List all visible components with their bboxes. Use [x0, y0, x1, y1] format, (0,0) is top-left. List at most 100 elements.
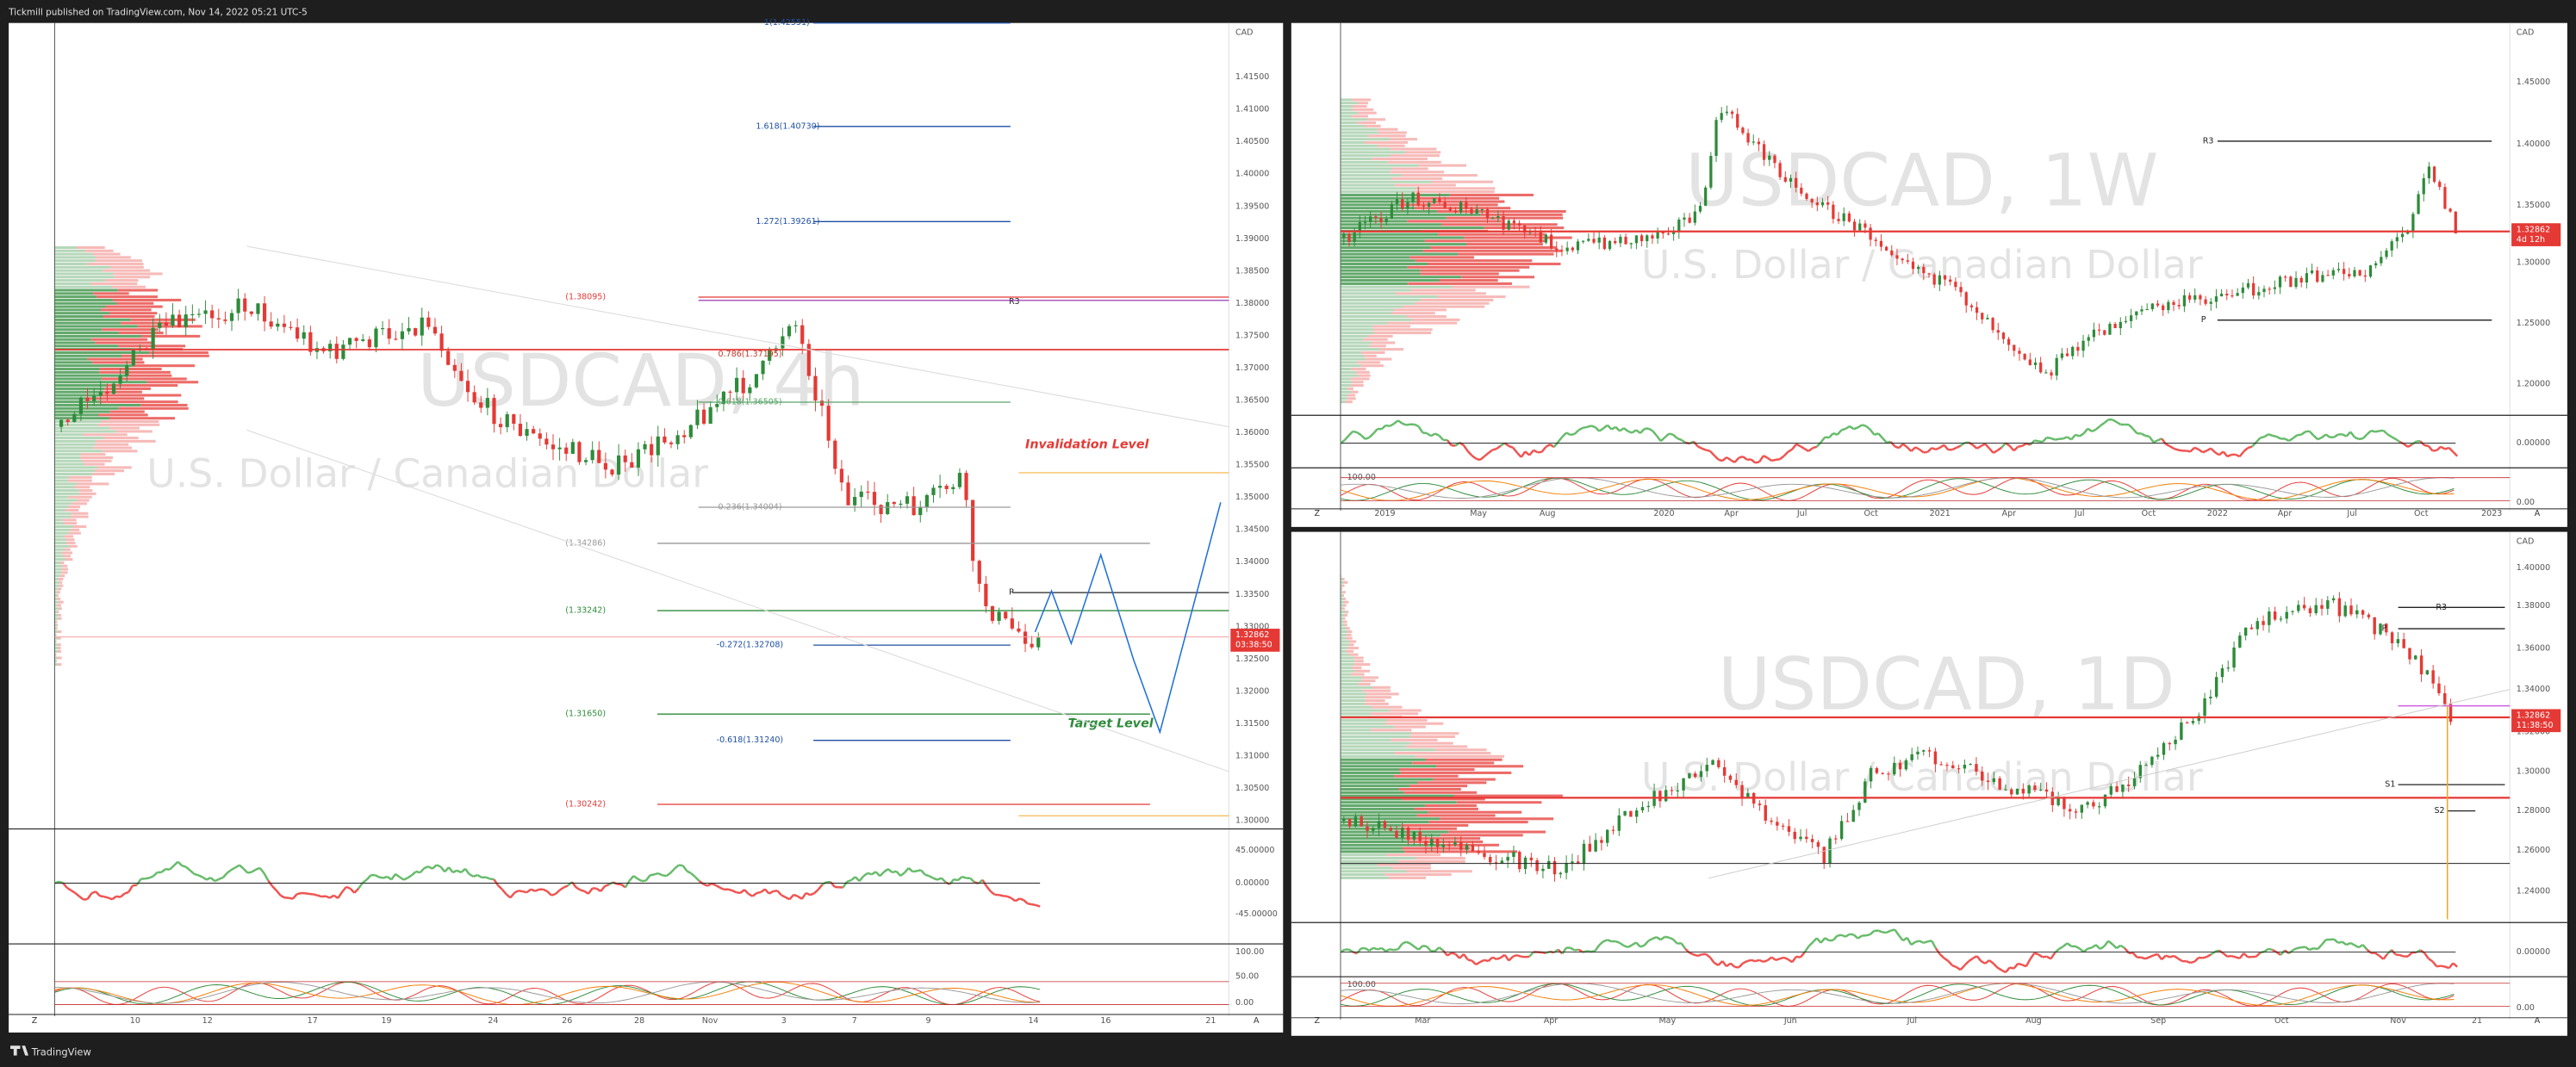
volume-profile-bar: [84, 249, 114, 252]
oscillator: [1422, 431, 1428, 435]
oscillator: [1602, 939, 1608, 943]
volume-profile-bar: [1409, 785, 1468, 788]
volume-profile-bar: [1340, 259, 1416, 263]
candle: [1465, 202, 1468, 209]
oscillator: [251, 868, 257, 873]
volume-profile-bar: [87, 262, 144, 266]
oscillator: [1619, 427, 1625, 432]
candle: [1954, 282, 1957, 288]
volume-profile-bar: [130, 318, 196, 321]
candle: [2314, 605, 2318, 614]
volume-profile-bar: [61, 551, 73, 555]
volume-profile-bar: [1392, 167, 1428, 171]
candle: [111, 383, 116, 394]
volume-profile-bar: [1340, 154, 1391, 158]
oscillator: [1011, 896, 1017, 903]
candle: [1507, 220, 1510, 230]
price-axis-label: 1.35500: [1235, 461, 1269, 470]
volume-profile-bar: [54, 479, 68, 482]
scale-button[interactable]: A: [2535, 509, 2541, 518]
oscillator: [2116, 421, 2122, 426]
candle: [505, 414, 509, 428]
candle: [1438, 198, 1441, 202]
candle: [158, 322, 162, 328]
oscillator: [115, 895, 121, 898]
oscillator: [177, 860, 184, 867]
candle: [1430, 839, 1434, 847]
volume-profile-bar: [146, 381, 199, 384]
candle: [1842, 213, 1845, 221]
oscillator: [1726, 456, 1732, 462]
volume-profile-bar: [54, 594, 58, 598]
volume-profile-bar: [54, 374, 128, 377]
oscillator: [62, 882, 68, 889]
scale-button[interactable]: A: [1254, 1016, 1260, 1026]
volume-profile-bar: [1356, 361, 1380, 364]
oscillator: [1426, 431, 1432, 437]
candle: [2087, 337, 2090, 341]
candle: [2257, 292, 2261, 296]
volume-profile-bar: [1340, 256, 1410, 259]
oscillator: [788, 894, 795, 901]
volume-profile-bar: [54, 397, 90, 400]
oscillator: [2041, 437, 2048, 443]
candle: [1424, 841, 1428, 847]
candle: [1945, 765, 1949, 766]
oscillator: [1865, 425, 1871, 431]
oscillator: [2115, 944, 2122, 950]
volume-profile-bar: [54, 361, 93, 364]
volume-profile-bar: [1387, 160, 1441, 164]
price-axis-label: 1.37500: [1235, 331, 1269, 340]
volume-profile-bar: [1420, 272, 1499, 276]
scale-button[interactable]: Z: [1314, 1016, 1320, 1026]
oscillator: [2005, 966, 2011, 973]
oscillator: [1976, 444, 1982, 450]
volume-profile-bar: [1393, 308, 1447, 312]
candle: [1494, 862, 1498, 864]
candle: [525, 429, 529, 437]
oscillator: [1951, 446, 1957, 451]
candle: [1565, 863, 1568, 873]
oscillator: [1849, 933, 1854, 936]
volume-profile-bar: [1340, 325, 1372, 328]
chart-panel: USDCAD, 1WU.S. Dollar / Canadian DollarC…: [1291, 22, 2567, 527]
time-axis-label: Apr: [1724, 509, 1739, 518]
candle: [866, 491, 870, 493]
volume-profile-bar: [1398, 787, 1461, 791]
volume-profile-bar: [54, 611, 58, 614]
oscillator: [1356, 431, 1362, 437]
candle: [1544, 234, 1548, 243]
oscillator: [1799, 952, 1806, 958]
candle: [2219, 294, 2224, 297]
oscillator: [2432, 449, 2437, 452]
oscillator: [2214, 451, 2220, 456]
oscillator: [1570, 946, 1576, 952]
volume-profile-bar: [1361, 676, 1378, 679]
volume-profile-bar: [1340, 361, 1357, 364]
oscillator: [1462, 953, 1469, 961]
candle: [781, 336, 785, 349]
candle: [2395, 237, 2399, 242]
scale-button[interactable]: Z: [1314, 509, 1320, 518]
candle: [1489, 857, 1492, 863]
scale-button[interactable]: A: [2535, 1016, 2541, 1026]
oscillator: [353, 887, 360, 894]
volume-profile-bar: [102, 328, 159, 332]
volume-profile-bar: [54, 344, 119, 348]
candle: [1949, 279, 1952, 282]
volume-profile-bar: [1340, 282, 1409, 285]
oscillator: [1466, 450, 1473, 456]
candle: [728, 391, 732, 393]
candle: [1714, 120, 1718, 157]
candle: [931, 487, 936, 495]
volume-profile-bar: [1414, 190, 1495, 194]
oscillator: [681, 865, 688, 872]
oscillator: [2189, 446, 2196, 453]
candle: [2050, 372, 2053, 376]
volume-profile-bar: [69, 544, 78, 548]
oscillator: [1803, 448, 1809, 452]
candle: [2425, 670, 2430, 675]
scale-button[interactable]: Z: [32, 1016, 38, 1026]
indicator-axis-label: -45.00000: [1235, 909, 1278, 919]
volume-profile-bar: [1340, 797, 1403, 801]
